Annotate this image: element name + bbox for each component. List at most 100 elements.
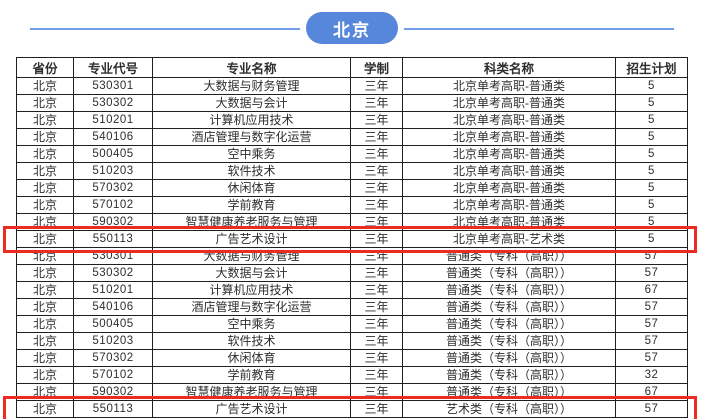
table-row: 北京 510201 计算机应用技术 三年 普通类（专科（高职）） 67 — [16, 281, 688, 299]
cell-plan: 57 — [615, 298, 688, 316]
cell-major: 智慧健康养老服务与管理 — [152, 213, 351, 231]
cell-code: 570102 — [73, 366, 153, 384]
cell-duration: 三年 — [350, 281, 403, 299]
cell-major: 大数据与财务管理 — [152, 247, 351, 265]
cell-province: 北京 — [16, 230, 74, 248]
cell-major: 广告艺术设计 — [152, 400, 351, 418]
cell-category: 普通类（专科（高职）） — [402, 298, 616, 316]
table-row: 北京 550113 广告艺术设计 三年 艺术类（专科（高职）） 57 — [16, 400, 688, 418]
cell-category: 北京单考高职-普通类 — [402, 179, 616, 197]
table-header-row: 省份 专业代号 专业名称 学制 科类名称 招生计划 — [16, 57, 688, 78]
cell-code: 590302 — [73, 383, 153, 401]
cell-duration: 三年 — [350, 264, 403, 282]
cell-code: 530302 — [73, 94, 153, 112]
cell-province: 北京 — [16, 400, 74, 418]
cell-major: 学前教育 — [152, 366, 351, 384]
cell-province: 北京 — [16, 111, 74, 129]
cell-plan: 5 — [615, 111, 688, 129]
cell-province: 北京 — [16, 196, 74, 214]
table-row: 北京 500405 空中乘务 三年 北京单考高职-普通类 5 — [16, 145, 688, 163]
cell-duration: 三年 — [350, 162, 403, 180]
cell-plan: 5 — [615, 145, 688, 163]
cell-plan: 5 — [615, 162, 688, 180]
table-row: 北京 540106 酒店管理与数字化运营 三年 普通类（专科（高职）） 57 — [16, 298, 688, 316]
column-header: 科类名称 — [402, 57, 616, 78]
cell-province: 北京 — [16, 179, 74, 197]
table-row: 北京 570302 休闲体育 三年 普通类（专科（高职）） 57 — [16, 349, 688, 367]
cell-code: 510203 — [73, 332, 153, 350]
column-header: 专业代号 — [73, 57, 153, 78]
column-header: 学制 — [350, 57, 403, 78]
cell-major: 计算机应用技术 — [152, 281, 351, 299]
cell-category: 北京单考高职-普通类 — [402, 213, 616, 231]
cell-province: 北京 — [16, 383, 74, 401]
table-row: 北京 510201 计算机应用技术 三年 北京单考高职-普通类 5 — [16, 111, 688, 129]
cell-province: 北京 — [16, 281, 74, 299]
cell-duration: 三年 — [350, 213, 403, 231]
cell-province: 北京 — [16, 213, 74, 231]
cell-code: 510201 — [73, 111, 153, 129]
cell-code: 530302 — [73, 264, 153, 282]
cell-category: 北京单考高职-普通类 — [402, 196, 616, 214]
cell-category: 普通类（专科（高职）） — [402, 383, 616, 401]
table-row: 北京 530301 大数据与财务管理 三年 北京单考高职-普通类 5 — [16, 77, 688, 95]
cell-province: 北京 — [16, 366, 74, 384]
cell-province: 北京 — [16, 315, 74, 333]
cell-major: 大数据与会计 — [152, 264, 351, 282]
cell-category: 北京单考高职-普通类 — [402, 111, 616, 129]
province-badge-label: 北京 — [333, 20, 371, 40]
cell-duration: 三年 — [350, 400, 403, 418]
cell-major: 酒店管理与数字化运营 — [152, 128, 351, 146]
cell-category: 北京单考高职-普通类 — [402, 145, 616, 163]
cell-plan: 57 — [615, 315, 688, 333]
cell-plan: 5 — [615, 230, 688, 248]
cell-plan: 32 — [615, 366, 688, 384]
cell-category: 普通类（专科（高职）） — [402, 281, 616, 299]
cell-duration: 三年 — [350, 111, 403, 129]
cell-province: 北京 — [16, 264, 74, 282]
cell-major: 空中乘务 — [152, 315, 351, 333]
table-row: 北京 590302 智慧健康养老服务与管理 三年 北京单考高职-普通类 5 — [16, 213, 688, 231]
cell-province: 北京 — [16, 145, 74, 163]
cell-code: 530301 — [73, 247, 153, 265]
cell-category: 北京单考高职-艺术类 — [402, 230, 616, 248]
cell-province: 北京 — [16, 247, 74, 265]
cell-major: 学前教育 — [152, 196, 351, 214]
cell-category: 普通类（专科（高职）） — [402, 247, 616, 265]
cell-major: 计算机应用技术 — [152, 111, 351, 129]
cell-category: 北京单考高职-普通类 — [402, 94, 616, 112]
cell-category: 艺术类（专科（高职）） — [402, 400, 616, 418]
table-row: 北京 530302 大数据与会计 三年 北京单考高职-普通类 5 — [16, 94, 688, 112]
cell-category: 普通类（专科（高职）） — [402, 332, 616, 350]
cell-duration: 三年 — [350, 77, 403, 95]
cell-major: 休闲体育 — [152, 349, 351, 367]
cell-code: 500405 — [73, 145, 153, 163]
cell-plan: 5 — [615, 213, 688, 231]
section-header: 北京 — [0, 0, 704, 57]
table-row: 北京 540106 酒店管理与数字化运营 三年 北京单考高职-普通类 5 — [16, 128, 688, 146]
cell-category: 普通类（专科（高职）） — [402, 264, 616, 282]
cell-code: 510203 — [73, 162, 153, 180]
cell-plan: 57 — [615, 264, 688, 282]
cell-duration: 三年 — [350, 128, 403, 146]
table-row: 北京 570102 学前教育 三年 普通类（专科（高职）） 32 — [16, 366, 688, 384]
cell-major: 软件技术 — [152, 162, 351, 180]
cell-category: 北京单考高职-普通类 — [402, 128, 616, 146]
cell-code: 570102 — [73, 196, 153, 214]
table-row: 北京 550113 广告艺术设计 三年 北京单考高职-艺术类 5 — [16, 230, 688, 248]
cell-province: 北京 — [16, 298, 74, 316]
cell-plan: 67 — [615, 281, 688, 299]
table-row: 北京 510203 软件技术 三年 普通类（专科（高职）） 57 — [16, 332, 688, 350]
cell-duration: 三年 — [350, 383, 403, 401]
cell-category: 普通类（专科（高职）） — [402, 315, 616, 333]
cell-code: 550113 — [73, 230, 153, 248]
cell-plan: 57 — [615, 349, 688, 367]
column-header: 专业名称 — [152, 57, 351, 78]
cell-duration: 三年 — [350, 298, 403, 316]
cell-plan: 5 — [615, 128, 688, 146]
cell-category: 普通类（专科（高职）） — [402, 366, 616, 384]
cell-duration: 三年 — [350, 315, 403, 333]
cell-category: 北京单考高职-普通类 — [402, 77, 616, 95]
cell-plan: 57 — [615, 332, 688, 350]
